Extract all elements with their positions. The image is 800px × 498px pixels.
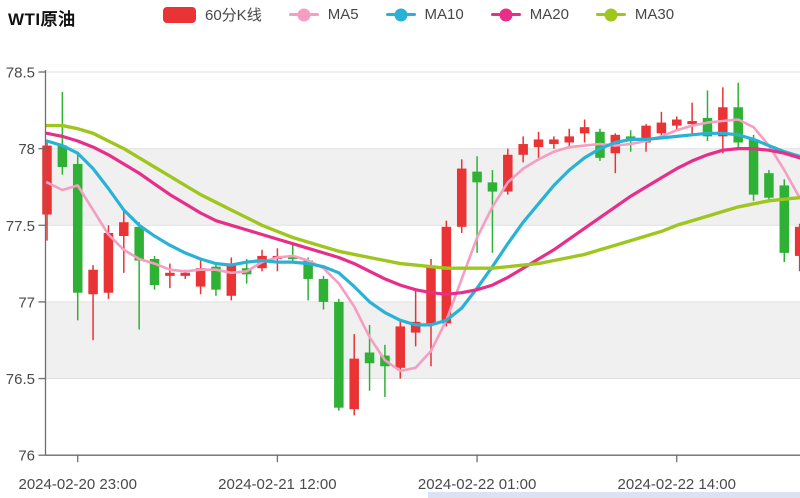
legend-label-ma20: MA20	[529, 6, 569, 23]
ma5-line-dot-icon	[288, 8, 319, 21]
ma-line-ma10	[45, 131, 800, 327]
legend-item-kline-60min[interactable]: 60分K线	[163, 4, 262, 25]
chart-legend: 60分K线 MA5 MA10 MA20 MA30	[163, 4, 674, 25]
ma10-line-dot-icon	[385, 8, 416, 21]
ma20-dot-icon	[499, 8, 513, 21]
legend-label-ma10: MA10	[424, 6, 464, 23]
kline-60min-swatch-icon	[163, 6, 196, 23]
svg-text:2024-02-20 23:00: 2024-02-20 23:00	[19, 476, 137, 493]
svg-text:2024-02-21 12:00: 2024-02-21 12:00	[218, 476, 336, 493]
legend-item-ma10[interactable]: MA10	[385, 6, 464, 23]
ma-line-ma30	[45, 123, 800, 270]
svg-text:2024-02-22 14:00: 2024-02-22 14:00	[618, 476, 736, 493]
ma-line-ma20	[45, 131, 800, 296]
legend-item-ma20[interactable]: MA20	[490, 6, 569, 23]
svg-text:77.5: 77.5	[6, 218, 35, 235]
legend-item-ma5[interactable]: MA5	[288, 6, 359, 23]
ma5-dot-icon	[297, 8, 311, 21]
ma-line-ma5	[45, 118, 800, 373]
svg-text:2024-02-22 01:00: 2024-02-22 01:00	[418, 476, 536, 493]
svg-text:76.5: 76.5	[6, 371, 35, 388]
candles	[42, 82, 800, 416]
legend-item-ma30[interactable]: MA30	[595, 6, 675, 23]
ma30-dot-icon	[604, 8, 618, 21]
y-axis-labels: 78.5 78 77.5 77 76.5 76	[6, 65, 46, 465]
ma30-line-dot-icon	[595, 8, 626, 21]
ma20-line-dot-icon	[490, 8, 521, 21]
svg-text:77: 77	[18, 294, 35, 311]
legend-label-ma30: MA30	[634, 6, 675, 23]
x-axis-labels: 2024-02-20 23:00 2024-02-21 12:00 2024-02-…	[19, 455, 736, 493]
horizontal-scrollbar[interactable]	[428, 492, 800, 498]
legend-label-kline-60min: 60分K线	[205, 7, 262, 24]
chart-title: WTI原油	[8, 10, 76, 29]
plot-bands	[45, 148, 800, 379]
ma10-dot-icon	[394, 8, 408, 21]
svg-text:78: 78	[18, 141, 35, 158]
axes	[44, 70, 800, 456]
svg-text:78.5: 78.5	[6, 65, 35, 82]
legend-label-ma5: MA5	[327, 6, 359, 23]
svg-text:76: 76	[18, 448, 35, 465]
